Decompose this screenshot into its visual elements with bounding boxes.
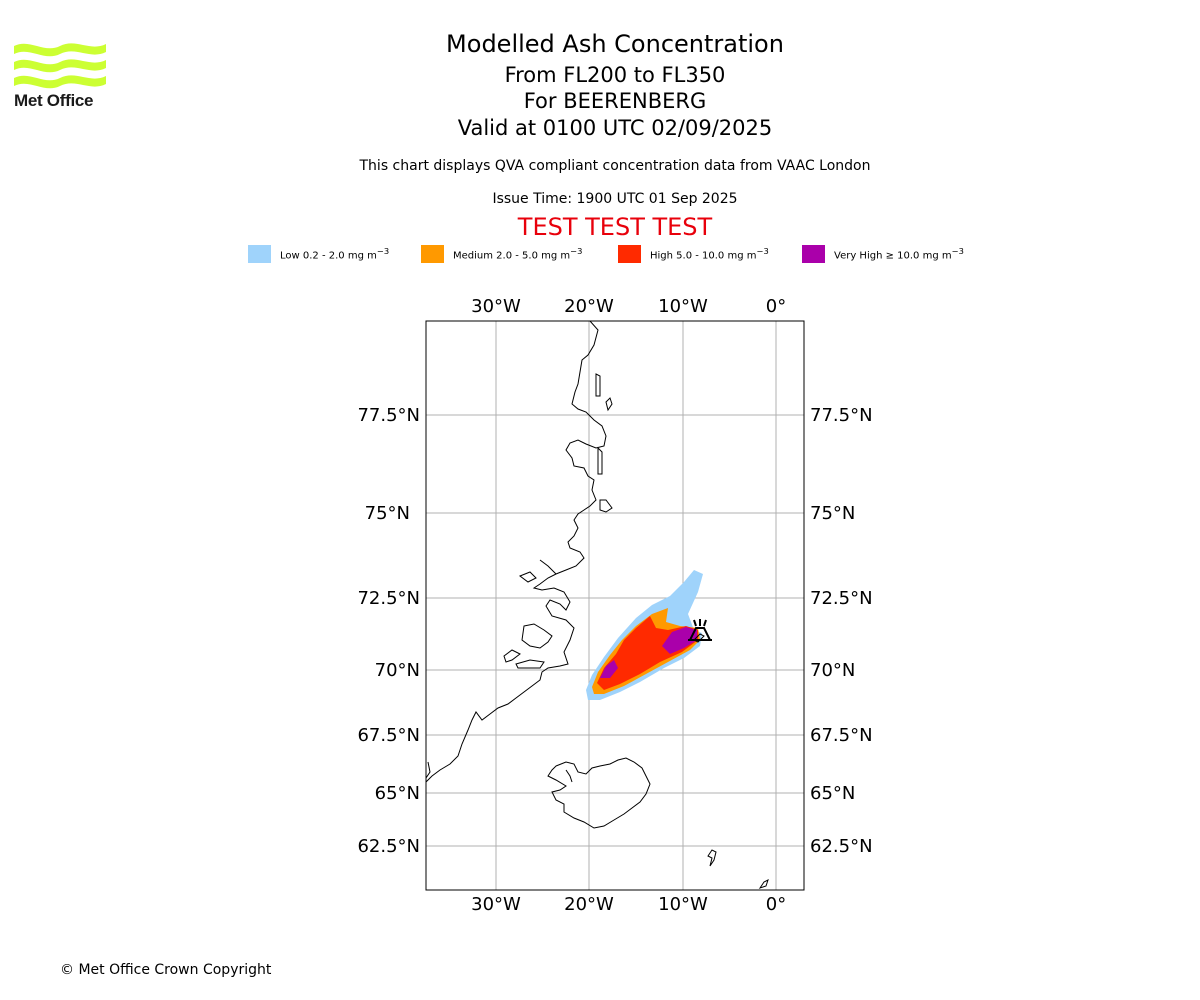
lon-labels-bottom: 30°W 20°W 10°W 0° — [471, 894, 786, 915]
legend-swatch-medium — [421, 245, 444, 263]
lon-label-top-20w: 20°W — [564, 296, 614, 317]
lat-labels-left: 77.5°N 75°N 72.5°N 70°N 67.5°N 65°N 62.5… — [357, 405, 420, 857]
legend-label-low: Low 0.2 - 2.0 mg m−3 — [280, 246, 390, 262]
map-frame — [425, 320, 805, 891]
lon-label-bottom-30w: 30°W — [471, 894, 521, 915]
lon-label-top-0: 0° — [766, 296, 786, 317]
legend-label-high: High 5.0 - 10.0 mg m−3 — [650, 246, 769, 262]
lat-label-left-67-5: 67.5°N — [357, 725, 420, 746]
legend-label-very-high: Very High ≥ 10.0 mg m−3 — [834, 246, 964, 262]
chart-description: This chart displays QVA compliant concen… — [359, 158, 871, 174]
flight-levels: From FL200 to FL350 — [504, 63, 726, 87]
faroe-islands — [707, 849, 717, 867]
lat-label-right-72-5: 72.5°N — [810, 588, 873, 609]
lat-label-left-65: 65°N — [375, 783, 420, 804]
lon-label-top-10w: 10°W — [658, 296, 708, 317]
lon-label-bottom-0: 0° — [766, 894, 786, 915]
legend-swatch-high — [618, 245, 641, 263]
issue-time: Issue Time: 1900 UTC 01 Sep 2025 — [492, 191, 738, 207]
ash-very-high-region-west — [600, 660, 618, 678]
lat-label-left-62-5: 62.5°N — [357, 836, 420, 857]
lat-label-left-72-5: 72.5°N — [357, 588, 420, 609]
shetland-islands — [758, 879, 769, 889]
lat-label-right-62-5: 62.5°N — [810, 836, 873, 857]
iceland-coast — [547, 757, 651, 829]
lat-label-left-70: 70°N — [375, 660, 420, 681]
legend-swatch-low — [248, 245, 271, 263]
valid-time: Valid at 0100 UTC 02/09/2025 — [457, 116, 773, 140]
coastlines — [426, 321, 769, 889]
legend-swatch-very-high — [802, 245, 825, 263]
lat-label-right-65: 65°N — [810, 783, 855, 804]
met-office-logo — [14, 43, 106, 89]
chart-title: Modelled Ash Concentration — [446, 30, 784, 58]
lat-label-left-77-5: 77.5°N — [357, 405, 420, 426]
met-office-logo-text: Met Office — [14, 91, 94, 110]
graticule — [426, 321, 804, 890]
ash-very-high-region — [662, 627, 697, 654]
lon-labels-top: 30°W 20°W 10°W 0° — [471, 296, 786, 317]
lon-label-bottom-20w: 20°W — [564, 894, 614, 915]
test-banner: TEST TEST TEST — [517, 213, 713, 241]
jan-mayen-coast — [693, 633, 705, 643]
volcano-icon — [688, 619, 712, 641]
legend-label-medium: Medium 2.0 - 5.0 mg m−3 — [453, 246, 583, 262]
copyright-notice: © Met Office Crown Copyright — [60, 962, 272, 978]
volcano-name: For BEERENBERG — [523, 89, 707, 113]
lat-label-right-70: 70°N — [810, 660, 855, 681]
lon-label-top-30w: 30°W — [471, 296, 521, 317]
lat-labels-right: 77.5°N 75°N 72.5°N 70°N 67.5°N 65°N 62.5… — [810, 405, 873, 857]
lat-label-right-67-5: 67.5°N — [810, 725, 873, 746]
lat-label-right-75: 75°N — [810, 503, 855, 524]
lat-label-left-75: 75°N — [365, 503, 410, 524]
lon-label-bottom-10w: 10°W — [658, 894, 708, 915]
lat-label-right-77-5: 77.5°N — [810, 405, 873, 426]
greenland-coast — [426, 321, 607, 783]
